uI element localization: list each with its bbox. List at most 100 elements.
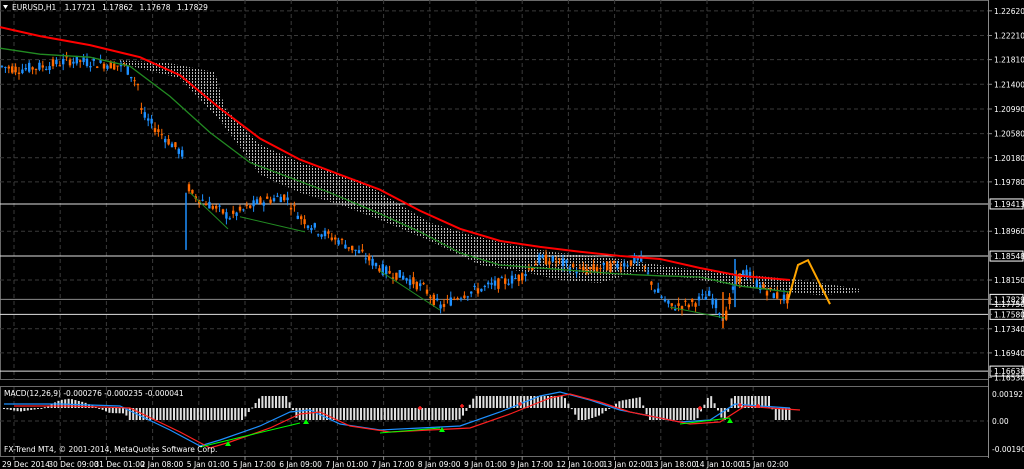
macd-bar — [47, 405, 50, 408]
macd-bar — [227, 408, 230, 420]
macd-bar — [281, 396, 284, 408]
candle — [650, 280, 653, 291]
macd-bar — [604, 408, 607, 412]
candle — [334, 234, 337, 245]
symbol-label: EURUSD,H1 — [12, 3, 56, 12]
candle — [640, 250, 643, 263]
buy-arrow-icon — [303, 419, 309, 424]
candle — [405, 277, 408, 284]
macd-bar — [451, 408, 454, 420]
dropdown-triangle-icon[interactable] — [3, 5, 8, 9]
high-value: 1.17862 — [102, 3, 133, 12]
candle — [364, 252, 367, 264]
macd-bar — [305, 408, 308, 420]
candle — [371, 255, 374, 270]
macd-bar — [23, 408, 26, 411]
macd-bar — [377, 408, 379, 420]
candle — [463, 291, 466, 300]
macd-bar — [434, 408, 437, 420]
macd-bar — [479, 396, 481, 408]
macd-main-line — [4, 391, 791, 447]
time-tick-label: 7 Jan 01:00 — [325, 460, 368, 469]
price-tick-label: 1.20990 — [994, 105, 1024, 114]
candle — [153, 122, 157, 136]
candle — [565, 259, 568, 268]
macd-bar — [543, 396, 546, 408]
macd-bar — [193, 408, 196, 420]
macd-bar — [676, 408, 679, 420]
candle — [626, 263, 629, 268]
candle — [133, 76, 136, 87]
candle — [232, 205, 235, 219]
candle — [391, 272, 395, 284]
macd-bar — [360, 408, 362, 420]
candle — [745, 265, 748, 281]
macd-bar — [394, 408, 396, 420]
macd-bar — [744, 396, 747, 408]
macd-bar — [108, 408, 111, 413]
price-tick-label: 1.21810 — [994, 56, 1024, 65]
macd-bar — [370, 408, 373, 420]
macd-cross-marker — [738, 403, 742, 407]
macd-bar — [747, 396, 750, 408]
macd-bar — [757, 396, 760, 408]
candle — [89, 61, 92, 72]
candle — [31, 66, 34, 75]
macd-bar — [128, 408, 131, 420]
candle — [245, 201, 248, 209]
candle — [347, 247, 350, 252]
macd-tick-label: -0.001905 — [992, 445, 1024, 454]
price-tick-label: 1.16530 — [994, 373, 1024, 382]
trend-line — [189, 192, 229, 230]
candle — [11, 63, 14, 75]
candle — [412, 271, 415, 289]
macd-bar — [288, 402, 291, 408]
candle — [510, 270, 514, 289]
candle — [429, 294, 432, 304]
ma-slow-line — [0, 26, 791, 282]
macd-bar — [655, 408, 658, 420]
candle — [759, 282, 762, 294]
macd-bar — [145, 408, 148, 420]
candle — [177, 147, 180, 159]
candle — [544, 249, 548, 265]
macd-bar — [336, 408, 339, 420]
main-panel-border — [0, 0, 989, 380]
candle — [572, 262, 575, 269]
macd-bar — [237, 408, 240, 420]
candle — [629, 260, 633, 267]
macd-bar — [642, 405, 645, 408]
macd-bar — [455, 408, 458, 420]
candle — [772, 292, 775, 299]
macd-bar — [264, 396, 267, 408]
candle — [517, 274, 520, 286]
macd-bar — [203, 408, 206, 420]
macd-bar — [244, 408, 247, 417]
price-tick-label: 1.20580 — [994, 130, 1024, 139]
macd-bar — [380, 408, 383, 420]
price-tick-label: 1.18150 — [994, 276, 1024, 285]
time-tick-label: 29 Dec 2014 — [2, 460, 50, 469]
macd-bar — [373, 408, 376, 420]
copyright-text: FX-Trend MT4, © 2001-2014, MetaQuotes So… — [4, 445, 217, 454]
macd-bar — [179, 408, 182, 420]
buy-arrow-icon — [727, 418, 733, 423]
time-tick-label: 5 Jan 01:00 — [187, 460, 230, 469]
macd-bar — [666, 408, 668, 420]
macd-bar — [509, 396, 512, 408]
candle — [354, 249, 357, 256]
macd-bar — [445, 408, 447, 420]
candle — [589, 266, 592, 274]
candlesticks — [0, 51, 789, 329]
macd-bar — [781, 408, 784, 420]
macd-bar — [581, 408, 583, 420]
candle — [432, 292, 435, 307]
candle — [313, 222, 316, 230]
time-tick-label: 12 Jan 10:00 — [556, 460, 604, 469]
macd-bar — [190, 408, 192, 420]
candle — [602, 262, 605, 270]
candle — [402, 272, 405, 281]
candle — [606, 261, 609, 271]
